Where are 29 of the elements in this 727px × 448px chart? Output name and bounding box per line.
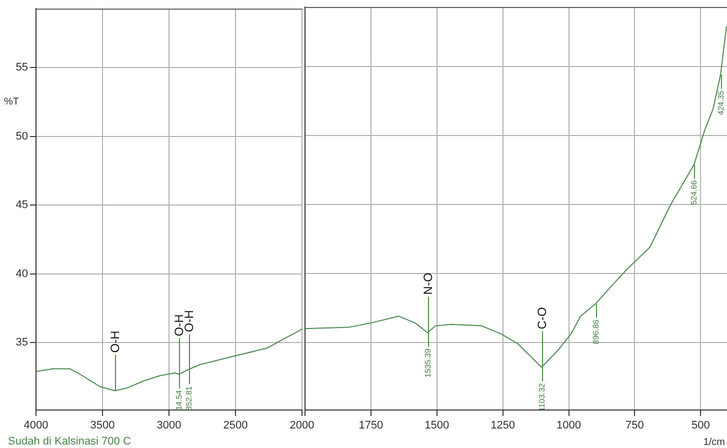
x-tick-label: 4000 [24, 420, 48, 432]
x-tick-label: 500 [691, 420, 710, 432]
x-tick-label: 3000 [156, 420, 182, 432]
annotation: 1103.32 [538, 382, 547, 412]
x-tick-label: 1500 [424, 420, 450, 432]
annotation: O-H [108, 330, 122, 353]
x-tick-label: 3500 [90, 420, 115, 432]
annotation: N-O [420, 272, 435, 295]
annotation: 896.86 [592, 319, 601, 344]
x-tick-label: 1000 [556, 420, 581, 432]
annotation: C-O [534, 307, 549, 330]
annotation: 524.66 [690, 180, 699, 205]
x-tick-label: 1750 [358, 420, 384, 432]
y-tick-label: 45 [16, 199, 28, 212]
annotation: 852.81 [184, 386, 194, 411]
x-tick-label: 2500 [223, 420, 248, 432]
x-tick-label: 2000 [290, 420, 314, 432]
annotation: 424.35 [716, 90, 726, 116]
y-tick-label: 55 [16, 62, 28, 74]
y-axis-title: %T [4, 96, 19, 108]
x-tick-label: 750 [626, 420, 644, 432]
annotation: 14.54 [174, 390, 184, 410]
annotation: 1535.39 [424, 348, 433, 378]
x-axis-title: 1/cm [703, 436, 725, 448]
y-tick-label: 35 [16, 336, 28, 349]
y-tick-label: 40 [16, 268, 28, 280]
text: Sudah di Kalsinasi 700 C [8, 436, 131, 448]
x-tick-label: 1250 [490, 420, 516, 432]
y-tick-label: 50 [16, 130, 28, 142]
